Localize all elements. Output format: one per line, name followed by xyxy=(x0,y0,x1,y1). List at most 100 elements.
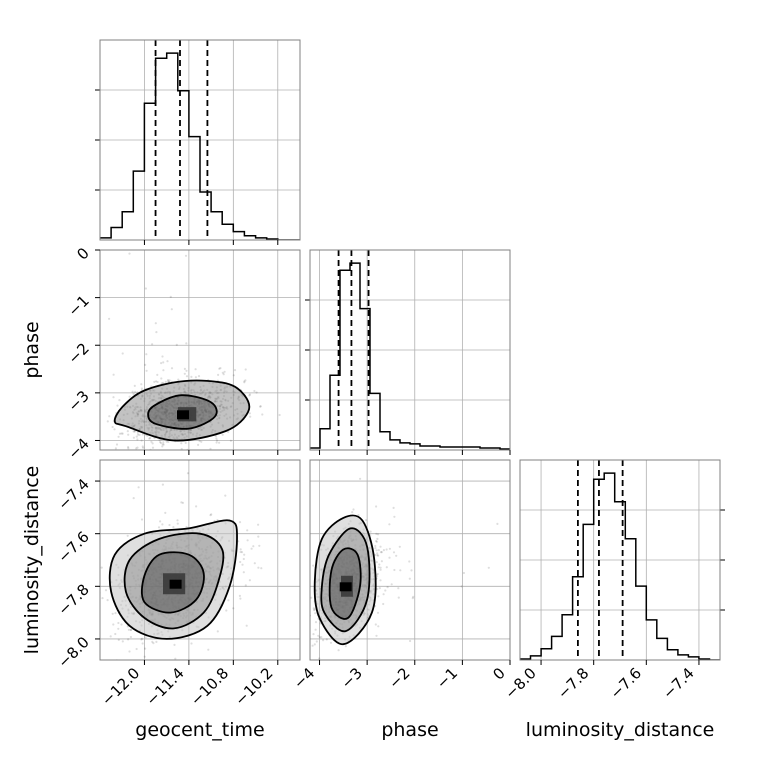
panel-geocent_time-vs-luminosity_distance-sample-point xyxy=(257,535,260,538)
panel-phase-vs-luminosity_distance-sample-point xyxy=(487,566,490,569)
panel-geocent_time-vs-phase-sample-point xyxy=(162,443,165,446)
panel-geocent_time-vs-luminosity_distance-frame xyxy=(99,459,301,661)
panel-geocent_time-vs-phase-sample-point xyxy=(156,380,159,384)
panel-phase-vs-luminosity_distance-sample-point xyxy=(318,657,321,660)
panel-geocent_time-vs-phase-sample-point xyxy=(170,451,172,453)
panel-geocent_time-vs-luminosity_distance-sample-point xyxy=(258,544,261,547)
panel-phase-vs-luminosity_distance-sample-point xyxy=(375,634,378,637)
panel-geocent_time-vs-luminosity_distance-sample-point xyxy=(260,567,263,570)
panel-geocent_time-vs-phase-sample-point xyxy=(248,394,251,397)
panel-phase-vs-luminosity_distance-sample-point xyxy=(386,586,389,589)
panel-phase-vs-luminosity_distance-sample-point xyxy=(304,560,306,562)
panel-phase-vs-luminosity_distance-sample-point xyxy=(375,561,378,564)
panel-geocent_time-vs-phase-sample-point xyxy=(215,437,218,440)
panel-geocent_time-vs-phase-sample-point xyxy=(278,413,281,417)
panel-geocent_time-vs-phase-sample-point xyxy=(232,374,235,377)
panel-geocent_time-vs-luminosity_distance-sample-point xyxy=(209,514,212,517)
panel-geocent_time-vs-luminosity_distance-sample-point xyxy=(127,638,130,641)
panel-phase-vs-luminosity_distance-sample-point xyxy=(291,603,293,605)
panel-phase-vs-luminosity_distance-sample-point xyxy=(351,510,354,514)
panel-phase-vs-luminosity_distance-sample-point xyxy=(344,645,347,648)
panel-phase-vs-luminosity_distance-sample-point xyxy=(390,583,393,586)
panel-luminosity_distance-histogram xyxy=(520,472,720,660)
ytick-label-phase-0: −4 xyxy=(64,435,92,463)
panel-phase-vs-luminosity_distance-sample-point xyxy=(377,566,380,569)
panel-phase-vs-luminosity_distance-sample-point xyxy=(364,519,368,522)
panel-geocent_time-vs-luminosity_distance-sample-point xyxy=(159,520,162,523)
panel-phase-vs-luminosity_distance-sample-point xyxy=(412,595,415,598)
panel-phase-vs-luminosity_distance-sample-point xyxy=(380,551,383,554)
panel-phase-vs-luminosity_distance-sample-point xyxy=(377,549,380,552)
panel-geocent_time-vs-phase-sample-point xyxy=(249,415,252,418)
panel-geocent_time-vs-luminosity_distance-sample-point xyxy=(227,599,230,602)
panel-geocent_time-vs-phase-sample-point xyxy=(221,433,224,436)
xaxis-label-luminosity_distance: luminosity_distance xyxy=(526,719,715,741)
panel-phase-vs-luminosity_distance-sample-point xyxy=(303,614,305,616)
panel-geocent_time-vs-phase-sample-point xyxy=(159,441,163,445)
xtick-label-phase-3: −1 xyxy=(433,664,461,692)
panel-phase-vs-luminosity_distance-sample-point xyxy=(397,587,400,590)
panel-phase-vs-luminosity_distance-sample-point xyxy=(408,560,411,563)
panel-phase-vs-luminosity_distance-sample-point xyxy=(408,577,411,580)
panel-phase-vs-luminosity_distance-sample-point xyxy=(399,569,402,572)
panel-geocent_time-vs-phase-sample-point xyxy=(144,363,147,366)
panel-geocent_time-vs-phase-sample-point xyxy=(153,380,156,383)
panel-geocent_time-vs-phase-sample-point xyxy=(113,428,116,431)
panel-geocent_time-vs-luminosity_distance-sample-point xyxy=(238,594,241,598)
panel-geocent_time-vs-luminosity_distance-sample-point xyxy=(80,668,82,670)
xtick-label-geocent_time-2: −10.8 xyxy=(187,664,232,709)
panel-geocent_time-vs-luminosity_distance-sample-point xyxy=(186,472,190,475)
panel-geocent_time-vs-luminosity_distance-sample-point xyxy=(161,483,164,486)
panel-phase-vs-luminosity_distance-sample-point xyxy=(329,641,333,644)
panel-geocent_time-vs-luminosity_distance-sample-point xyxy=(176,519,179,522)
panel-phase-vs-luminosity_distance-sample-point xyxy=(312,607,315,610)
panel-phase-vs-luminosity_distance-sample-point xyxy=(312,564,315,567)
panel-geocent_time-vs-phase-sample-point xyxy=(160,377,163,380)
panel-geocent_time-vs-luminosity_distance-sample-point xyxy=(126,534,129,537)
panel-geocent_time-vs-phase-sample-point xyxy=(175,343,178,346)
panel-geocent_time-vs-phase-sample-point xyxy=(112,373,115,376)
panel-geocent_time-vs-phase-sample-point xyxy=(244,368,247,371)
panel-geocent_time-vs-phase-sample-point xyxy=(162,369,165,372)
panel-geocent_time-vs-luminosity_distance-sample-point xyxy=(240,551,244,554)
panel-phase-vs-luminosity_distance-sample-point xyxy=(388,547,391,550)
panel-geocent_time-vs-luminosity_distance-sample-point xyxy=(244,584,247,587)
panel-geocent_time-vs-phase-sample-point xyxy=(155,380,158,383)
panel-geocent_time-vs-phase-sample-point xyxy=(135,435,138,438)
panel-geocent_time-vs-phase-sample-point xyxy=(185,369,188,372)
panel-geocent_time-vs-phase-sample-point xyxy=(127,471,129,473)
panel-geocent_time-vs-phase-sample-point xyxy=(259,405,262,408)
panel-phase-vs-luminosity_distance-sample-point xyxy=(377,533,380,536)
panel-phase-vs-luminosity_distance-sample-point xyxy=(382,549,385,552)
panel-geocent_time-vs-luminosity_distance-sample-point xyxy=(132,497,135,500)
panel-phase-vs-luminosity_distance-sample-point xyxy=(379,566,382,569)
xaxis-label-geocent_time: geocent_time xyxy=(135,719,264,741)
panel-phase-vs-luminosity_distance-sample-point xyxy=(314,612,317,615)
panel-geocent_time-vs-phase-sample-point xyxy=(114,469,116,471)
xaxis-label-phase: phase xyxy=(381,719,438,741)
panel-geocent_time-vs-phase-sample-point xyxy=(132,436,135,439)
panel-geocent_time-vs-phase-sample-point xyxy=(233,369,237,372)
panel-geocent_time-vs-phase-sample-point xyxy=(218,367,221,370)
panel-geocent_time-vs-phase-sample-point xyxy=(130,462,132,464)
panel-geocent_time-vs-phase-sample-point xyxy=(141,433,144,436)
panel-phase-vs-luminosity_distance-sample-point xyxy=(311,644,314,647)
panel-geocent_time-histogram xyxy=(100,52,300,240)
panel-geocent_time-vs-phase-sample-point xyxy=(133,384,136,387)
panel-geocent_time-vs-phase-sample-point xyxy=(161,443,164,446)
panel-geocent_time-vs-luminosity_distance-sample-point xyxy=(111,612,114,615)
panel-phase-vs-luminosity_distance-sample-point xyxy=(352,508,355,511)
panel-geocent_time-vs-phase-sample-point xyxy=(138,433,141,436)
panel-geocent_time-vs-phase-sample-point xyxy=(161,355,164,358)
panel-geocent_time-vs-luminosity_distance-peak-cell xyxy=(169,579,182,589)
panel-phase-vs-luminosity_distance-sample-point xyxy=(313,609,316,612)
panel-geocent_time-vs-phase-peak-cell xyxy=(177,410,189,420)
panel-geocent_time-vs-phase-sample-point xyxy=(159,441,162,444)
panel-geocent_time-vs-luminosity_distance-sample-point xyxy=(141,642,144,645)
panel-phase-vs-luminosity_distance-sample-point xyxy=(376,552,379,555)
panel-geocent_time-vs-phase-sample-point xyxy=(184,254,188,257)
panel-geocent_time-vs-luminosity_distance-sample-point xyxy=(250,547,253,550)
panel-geocent_time-vs-phase-sample-point xyxy=(132,392,135,395)
panel-geocent_time-vs-luminosity_distance-sample-point xyxy=(127,628,130,631)
